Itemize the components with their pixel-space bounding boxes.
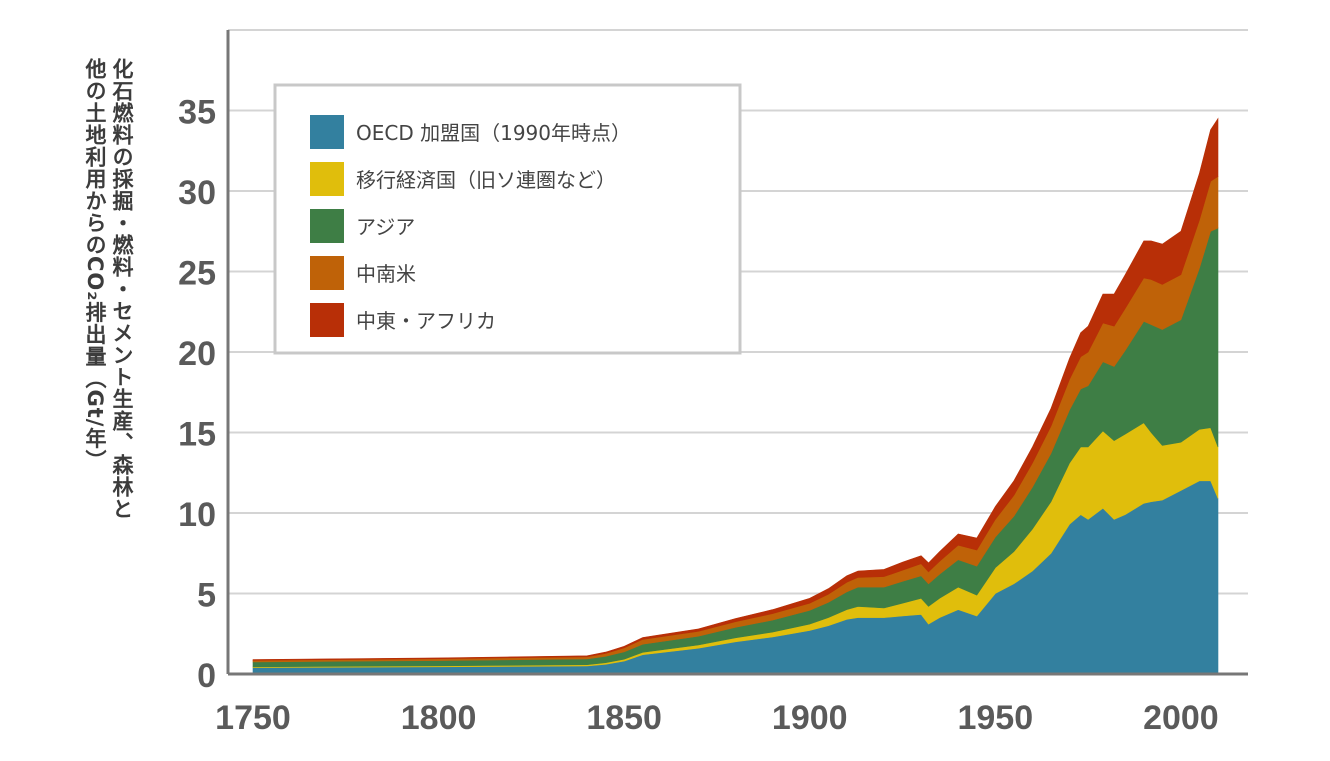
y-tick-label: 0 <box>197 657 216 695</box>
area-mideast_africa <box>252 117 1219 661</box>
legend-swatch-mideast_africa <box>310 303 344 337</box>
x-tick-label: 1800 <box>401 699 477 737</box>
y-tick-label: 35 <box>178 94 216 132</box>
axes <box>226 30 1248 676</box>
legend-label-latam: 中南米 <box>356 262 416 286</box>
x-tick-label: 2000 <box>1143 699 1219 737</box>
x-tick-label: 1750 <box>215 699 291 737</box>
x-tick-label: 1950 <box>957 699 1033 737</box>
legend-swatch-oecd <box>310 115 344 149</box>
legend-label-oecd: OECD 加盟国（1990年時点） <box>356 121 631 145</box>
legend-label-transition: 移行経済国（旧ソ連圏など） <box>356 168 616 192</box>
y-tick-label: 10 <box>178 496 216 534</box>
y-axis-label-line-1: 化石燃料の採掘・燃料・セメント生産、森林と <box>110 58 134 520</box>
x-tick-label: 1850 <box>586 699 662 737</box>
y-tick-labels: 0 5 10 15 20 25 30 35 <box>178 94 216 696</box>
legend-label-asia: アジア <box>356 215 415 239</box>
legend-swatch-latam <box>310 256 344 290</box>
y-tick-label: 15 <box>178 416 216 454</box>
legend-swatch-transition <box>310 162 344 196</box>
y-tick-label: 30 <box>178 174 216 212</box>
x-tick-label: 1900 <box>772 699 848 737</box>
legend-swatch-asia <box>310 209 344 243</box>
x-tick-labels: 1750 1800 1850 1900 1950 2000 <box>215 699 1219 737</box>
legend-box <box>273 83 742 355</box>
y-tick-label: 25 <box>178 255 216 293</box>
y-tick-label: 20 <box>178 335 216 373</box>
y-tick-label: 5 <box>197 577 216 615</box>
y-axis-label-line-2: 他の土地利用からのCO₂排出量（Gt/年） <box>83 58 107 472</box>
legend: OECD 加盟国（1990年時点） 移行経済国（旧ソ連圏など） アジア中南米中東・ア… <box>273 83 742 355</box>
legend-label-mideast_africa: 中東・アフリカ <box>356 309 496 333</box>
